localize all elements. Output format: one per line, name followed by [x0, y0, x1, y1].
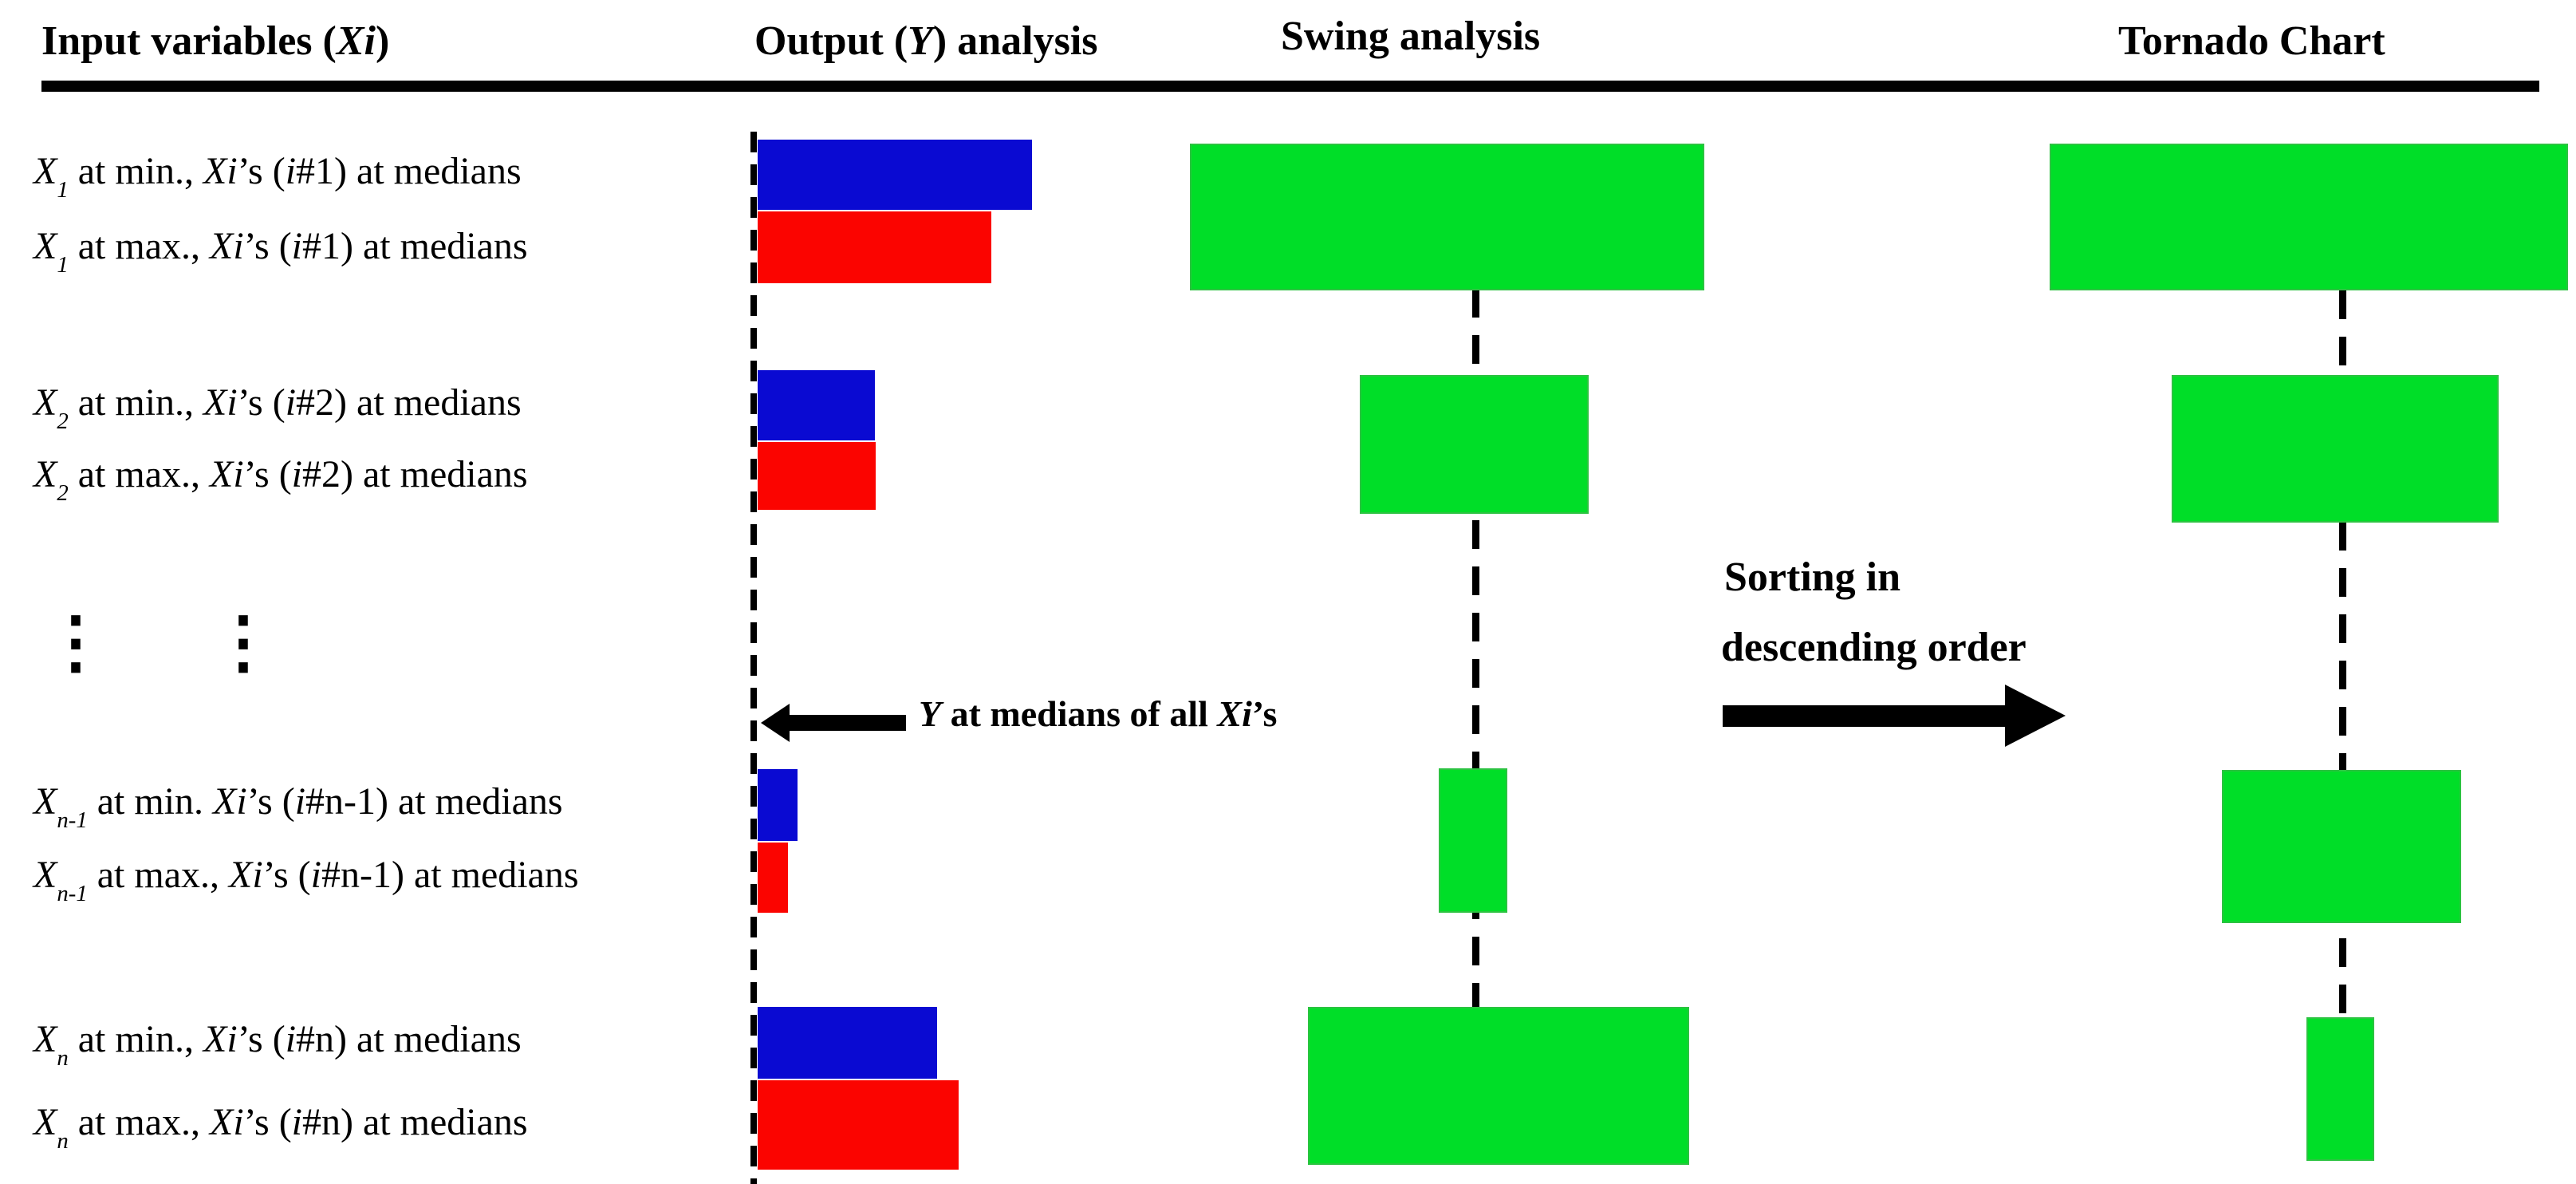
tornado-bar-rank2	[2172, 375, 2499, 523]
row-xn-max: Xn at max., Xi’s (i#n) at medians	[33, 1101, 528, 1154]
header-tornado-chart: Tornado Chart	[2118, 18, 2385, 64]
output-bar-xn1-min	[758, 769, 798, 841]
sorting-label-line2: descending order	[1721, 625, 2027, 670]
swing-bar-x1	[1190, 144, 1704, 290]
header-swing-analysis: Swing analysis	[1281, 14, 1541, 59]
tornado-bar-rank3	[2222, 770, 2461, 923]
swing-axis-dashed-line	[1472, 289, 1479, 1166]
median-arrow-shaft	[786, 715, 906, 731]
row-x1-min: X1 at min., Xi’s (i#1) at medians	[33, 150, 522, 203]
ellipsis-left: ⋮	[41, 604, 110, 681]
row-x1-max: X1 at max., Xi’s (i#1) at medians	[33, 225, 528, 278]
row-xn1-max: Xn-1 at max., Xi’s (i#n-1) at medians	[33, 854, 579, 906]
sorting-arrow-shaft	[1723, 705, 2008, 727]
tornado-axis-dashed-line	[2339, 290, 2346, 1020]
output-median-dashed-line	[750, 132, 757, 1184]
header-rule	[41, 81, 2539, 92]
median-arrow-left-head-icon	[761, 704, 790, 742]
row-xn-min: Xn at min., Xi’s (i#n) at medians	[33, 1018, 522, 1071]
header-output-analysis: Output (Y) analysis	[754, 18, 1098, 64]
output-bar-x2-min	[758, 370, 875, 440]
median-annotation: Y at medians of all Xi’s	[919, 693, 1278, 734]
swing-bar-x2	[1360, 375, 1589, 514]
tornado-bar-rank1	[2050, 144, 2568, 290]
output-bar-x2-max	[758, 442, 876, 510]
tornado-bar-rank4	[2306, 1017, 2374, 1161]
output-bar-xn1-max	[758, 843, 788, 913]
row-x2-max: X2 at max., Xi’s (i#2) at medians	[33, 453, 528, 506]
swing-bar-xn1	[1439, 768, 1507, 913]
output-bar-x1-max	[758, 211, 991, 283]
sorting-arrow-right-head-icon	[2005, 685, 2066, 747]
output-bar-x1-min	[758, 140, 1032, 210]
row-xn1-min: Xn-1 at min. Xi’s (i#n-1) at medians	[33, 780, 563, 833]
swing-bar-xn	[1308, 1007, 1689, 1165]
output-bar-xn-min	[758, 1007, 937, 1079]
ellipsis-right: ⋮	[209, 604, 278, 681]
header-input-variables: Input variables (Xi)	[41, 18, 390, 64]
sorting-label-line1: Sorting in	[1724, 555, 1901, 600]
row-x2-min: X2 at min., Xi’s (i#2) at medians	[33, 381, 522, 434]
output-bar-xn-max	[758, 1080, 959, 1170]
